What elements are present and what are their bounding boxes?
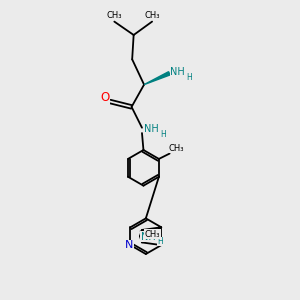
Text: CH₃: CH₃: [106, 11, 122, 20]
Text: H: H: [186, 73, 192, 82]
Text: CH₃: CH₃: [145, 11, 161, 20]
Text: CH₃: CH₃: [145, 230, 160, 238]
Text: H: H: [157, 237, 163, 246]
Text: NH: NH: [143, 124, 158, 134]
Text: NH: NH: [141, 232, 156, 242]
Polygon shape: [144, 72, 170, 85]
Text: N: N: [125, 240, 133, 250]
Text: CH₃: CH₃: [169, 144, 184, 153]
Text: O: O: [100, 92, 110, 104]
Text: H: H: [160, 130, 166, 139]
Text: NH: NH: [170, 67, 185, 77]
